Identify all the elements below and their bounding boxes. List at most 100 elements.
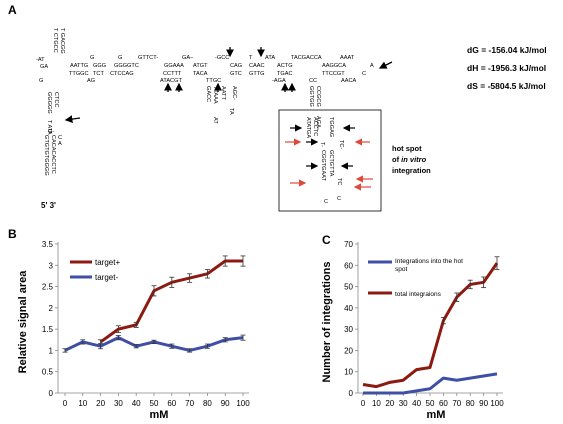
seq-low-5: GTC <box>230 71 242 77</box>
seq-mid-7: CAAC <box>249 63 265 69</box>
chart-c-y-tick-label: 60 <box>344 261 353 270</box>
seq-stem-mid-d: AT <box>212 117 218 124</box>
seq-stem-mid-a: GACC <box>205 86 211 102</box>
chart-b-y-tick-label: 2 <box>49 304 54 313</box>
chart-b-x-tick-label: 40 <box>132 399 141 408</box>
seq-mid-0: GA <box>40 64 48 70</box>
seq-low-1: TCT <box>93 71 104 77</box>
chart-b-x-tick-label: 100 <box>236 399 250 408</box>
box-seq-e: TC- <box>338 140 344 149</box>
chart-b-x-tick-label: 30 <box>114 399 123 408</box>
hotspot-line2: of in vitro <box>392 155 427 164</box>
panel-b-letter: B <box>8 227 17 241</box>
seq-upper-2: G <box>118 55 122 61</box>
seq-bot-6: AACA <box>341 78 357 84</box>
box-seq-j: C <box>324 199 328 205</box>
chart-b-y-tick-label: 3 <box>49 261 54 270</box>
seq-stem-right-a: GGTGG <box>308 86 314 107</box>
box-seq-g: CGGTGAAT <box>320 150 326 182</box>
chart-c-x-tick-label: 90 <box>479 399 488 408</box>
seq-low-7: TGAC <box>277 71 293 77</box>
chart-b: 0 0.5 1 1.5 2 2.5 3 3.5 0 10 20 30 40 50 60 70 80 90 100 ta… <box>42 240 250 408</box>
seq-mid-8: ACTG <box>277 63 293 69</box>
hotspot-line1: hot spot <box>392 144 422 153</box>
seq-mid-2: GGG <box>93 63 106 69</box>
chart-b-y-tick-label: 3.5 <box>42 240 54 249</box>
chart-c-x-tick-label: 30 <box>399 399 408 408</box>
seq-left-col-f: A <box>58 141 62 147</box>
box-seq-a: ATATGA <box>305 117 311 138</box>
hotspot-sequences: ATATGA ACCTC T- TGGAG TC- GCTGTTA CGGTGA… <box>305 117 344 205</box>
seq-upper-0: -AT <box>36 57 45 63</box>
panel-a-letter: A <box>8 3 17 17</box>
seq-left-stem-a: GTGTGTGGGG <box>43 135 49 176</box>
chart-b-y-tick-label: 2.5 <box>42 283 54 292</box>
chart-b-y-tick-label: 0 <box>49 389 54 398</box>
chart-c-x-tick-label: 40 <box>412 399 421 408</box>
chart-b-x-tick-label: 90 <box>221 399 230 408</box>
hotspot-box <box>278 109 382 212</box>
chart-b-legend-label-0: target+ <box>95 258 120 267</box>
chart-c-x-tick-label: 0 <box>361 399 366 408</box>
chart-c-legend-label-1: total integraions <box>395 291 442 298</box>
hotspot-label: hot spot of in vitro integration <box>392 144 431 175</box>
seq-mid-9: AAGGCA <box>322 63 346 69</box>
chart-c-x-tick-label: 100 <box>490 399 504 408</box>
seq-stem-mid-b: TTAAA <box>212 86 218 104</box>
seq-upper-7: ATA <box>265 55 275 61</box>
chart-b-xlabel: mM <box>150 409 169 421</box>
structure-arrows <box>64 47 393 123</box>
seq-low-3: CCTTT <box>163 71 182 77</box>
chart-b-y-tick-label: 1 <box>49 346 54 355</box>
seq-stem-mid-f: AGC- <box>231 86 237 100</box>
seq-left-col-e: C <box>58 135 62 141</box>
chart-c-y-tick-label: 30 <box>344 325 353 334</box>
seq-bot-2: ATACGT <box>160 78 182 84</box>
chart-c-x-tick-label: 60 <box>439 399 448 408</box>
panel-c-letter: C <box>322 233 331 247</box>
seq-low-2: CTCCAG <box>110 71 134 77</box>
seq-low-8: TTCCGT <box>322 71 345 77</box>
seq-bot-1: AG <box>87 78 95 84</box>
chart-c-x-tick-label: 10 <box>372 399 381 408</box>
hotspot-line3: integration <box>392 166 431 175</box>
ends-label: 5' 3' <box>41 201 56 210</box>
seq-left-stem-b: CACACACCTC <box>50 135 56 174</box>
chart-b-legend-label-1: target- <box>95 273 118 282</box>
box-seq-h: TC <box>336 178 342 185</box>
seq-mid-10: A <box>370 63 374 69</box>
seq-stem-right-c: AGA- <box>315 116 321 130</box>
chart-c-y-tick-label: 0 <box>349 389 354 398</box>
chart-b-y-tick-label: 1.5 <box>42 325 54 334</box>
seq-left-col-c: T ATA <box>46 120 52 135</box>
secondary-structure: T CTGCC T GACGG -AT G G GTTCT- GA– -GCC … <box>36 28 374 176</box>
seq-mid-1: AATTG <box>70 63 88 69</box>
seq-low-0: TTGGC <box>69 71 89 77</box>
seq-bot-0: G <box>39 78 43 84</box>
seq-low-9: C <box>362 71 366 77</box>
chart-c-x-tick-label: 80 <box>466 399 475 408</box>
box-seq-c: T- <box>319 142 325 147</box>
chart-b-x-tick-label: 80 <box>203 399 212 408</box>
seq-mid-6: CAG <box>230 63 242 69</box>
chart-b-y-tick-label: 0.5 <box>42 368 54 377</box>
chart-c-series-1-line <box>362 262 499 389</box>
energy-dg: dG = -156.04 kJ/mol <box>467 45 547 55</box>
box-seq-d: TGGAG <box>328 117 334 137</box>
energy-ds: dS = -5804.5 kJ/mol <box>467 81 546 91</box>
chart-c-y-tick-label: 50 <box>344 283 353 292</box>
seq-stem-mid-c: AATT <box>220 86 226 100</box>
chart-c-x-tick-label: 70 <box>452 399 461 408</box>
chart-b-series-0-line <box>99 259 243 344</box>
seq-mid-4: GGAAA <box>164 63 184 69</box>
seq-left-col-b: CTCC <box>53 92 59 108</box>
chart-c-legend-label-0: Integrations into the hot spot <box>395 258 463 273</box>
chart-c-x-tick-label: 50 <box>426 399 435 408</box>
box-seq-b: ACCTC <box>312 117 318 136</box>
chart-c-y-tick-label: 40 <box>344 304 353 313</box>
seq-upper-6: T <box>249 55 253 61</box>
box-seq-f: GCTGTTA <box>328 150 334 177</box>
seq-upper-9: AAAT <box>340 55 355 61</box>
seq-top-hairpin-a: T CTGCC <box>52 28 58 53</box>
chart-b-x-tick-label: 70 <box>185 399 194 408</box>
